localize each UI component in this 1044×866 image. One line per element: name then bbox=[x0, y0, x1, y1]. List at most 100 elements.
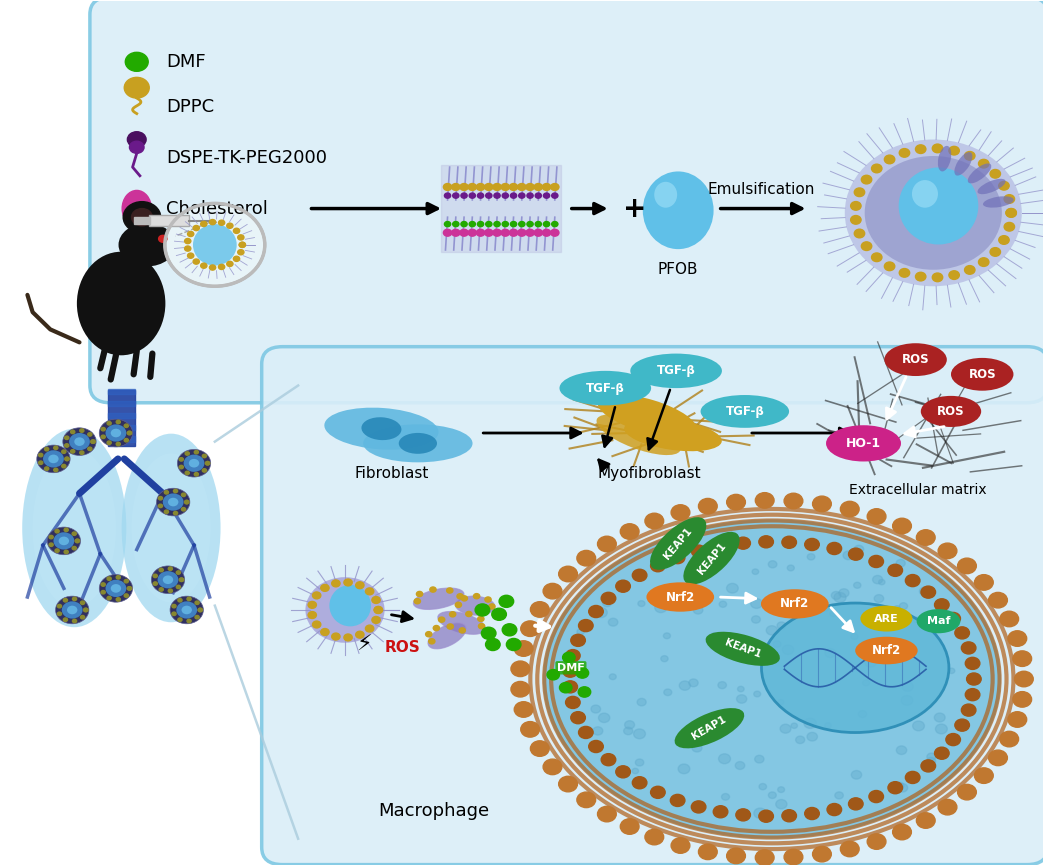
Circle shape bbox=[499, 595, 514, 607]
Text: Macrophage: Macrophage bbox=[378, 802, 489, 820]
Circle shape bbox=[372, 617, 380, 624]
Circle shape bbox=[494, 222, 500, 227]
Text: TGF-β: TGF-β bbox=[657, 365, 695, 378]
Circle shape bbox=[489, 604, 495, 609]
Circle shape bbox=[116, 598, 120, 601]
Circle shape bbox=[710, 633, 719, 640]
Circle shape bbox=[851, 216, 861, 224]
Circle shape bbox=[58, 537, 69, 546]
Circle shape bbox=[195, 601, 199, 604]
Circle shape bbox=[172, 604, 176, 608]
Circle shape bbox=[84, 608, 88, 611]
Circle shape bbox=[116, 576, 120, 579]
Circle shape bbox=[476, 229, 484, 236]
Circle shape bbox=[132, 209, 152, 226]
Circle shape bbox=[779, 593, 790, 604]
Circle shape bbox=[620, 524, 639, 540]
Circle shape bbox=[1006, 209, 1017, 217]
Circle shape bbox=[438, 617, 445, 623]
Circle shape bbox=[460, 184, 468, 191]
Circle shape bbox=[593, 727, 602, 735]
Circle shape bbox=[210, 219, 216, 224]
Ellipse shape bbox=[428, 623, 466, 649]
Circle shape bbox=[948, 668, 955, 674]
Circle shape bbox=[899, 603, 907, 610]
Circle shape bbox=[949, 271, 959, 280]
Circle shape bbox=[591, 705, 600, 713]
Circle shape bbox=[111, 584, 121, 592]
Circle shape bbox=[707, 723, 715, 730]
Circle shape bbox=[477, 193, 483, 198]
Circle shape bbox=[551, 193, 557, 198]
Circle shape bbox=[974, 575, 993, 591]
Circle shape bbox=[893, 518, 911, 533]
Circle shape bbox=[830, 611, 836, 617]
Ellipse shape bbox=[899, 167, 978, 244]
Circle shape bbox=[492, 608, 506, 620]
Circle shape bbox=[64, 618, 68, 622]
Circle shape bbox=[577, 551, 596, 566]
Circle shape bbox=[827, 804, 841, 816]
Circle shape bbox=[543, 584, 562, 599]
FancyBboxPatch shape bbox=[262, 346, 1044, 864]
Ellipse shape bbox=[860, 605, 912, 631]
Circle shape bbox=[227, 262, 233, 267]
Circle shape bbox=[177, 449, 211, 477]
Circle shape bbox=[884, 155, 895, 164]
Circle shape bbox=[105, 579, 126, 597]
Circle shape bbox=[203, 469, 207, 472]
Circle shape bbox=[506, 638, 521, 650]
Circle shape bbox=[45, 467, 49, 470]
Circle shape bbox=[356, 631, 364, 638]
Circle shape bbox=[365, 625, 374, 632]
Circle shape bbox=[812, 496, 831, 512]
Circle shape bbox=[521, 621, 540, 637]
Text: HO-1: HO-1 bbox=[846, 436, 881, 449]
Circle shape bbox=[849, 798, 863, 810]
Circle shape bbox=[544, 222, 550, 227]
Circle shape bbox=[203, 455, 207, 458]
Circle shape bbox=[159, 496, 163, 500]
Circle shape bbox=[308, 601, 316, 608]
Circle shape bbox=[180, 578, 184, 581]
Ellipse shape bbox=[968, 164, 992, 184]
Circle shape bbox=[840, 841, 859, 856]
Circle shape bbox=[835, 792, 844, 799]
Ellipse shape bbox=[655, 182, 678, 208]
Circle shape bbox=[589, 605, 603, 617]
Circle shape bbox=[168, 589, 172, 592]
Circle shape bbox=[872, 165, 882, 173]
Circle shape bbox=[766, 626, 778, 635]
Circle shape bbox=[727, 584, 738, 593]
Circle shape bbox=[429, 639, 435, 644]
Circle shape bbox=[978, 159, 989, 168]
Circle shape bbox=[650, 559, 665, 572]
Circle shape bbox=[939, 799, 957, 815]
Circle shape bbox=[713, 540, 728, 553]
Ellipse shape bbox=[954, 152, 972, 176]
Circle shape bbox=[920, 587, 929, 596]
Circle shape bbox=[638, 601, 645, 606]
Circle shape bbox=[71, 449, 75, 453]
Circle shape bbox=[452, 229, 460, 236]
Circle shape bbox=[159, 236, 167, 242]
Circle shape bbox=[417, 591, 423, 597]
Circle shape bbox=[536, 193, 542, 198]
Circle shape bbox=[957, 785, 976, 800]
Bar bbox=[134, 217, 150, 224]
Circle shape bbox=[84, 608, 88, 611]
Circle shape bbox=[75, 540, 79, 543]
Circle shape bbox=[124, 77, 149, 98]
Text: Nrf2: Nrf2 bbox=[872, 644, 901, 657]
Circle shape bbox=[778, 700, 784, 705]
Bar bbox=[149, 216, 189, 226]
Ellipse shape bbox=[917, 609, 960, 633]
Circle shape bbox=[601, 592, 616, 604]
Circle shape bbox=[905, 574, 920, 586]
Circle shape bbox=[896, 654, 903, 661]
Circle shape bbox=[576, 668, 589, 678]
Circle shape bbox=[176, 601, 197, 618]
Circle shape bbox=[172, 612, 176, 616]
Circle shape bbox=[577, 714, 584, 720]
Circle shape bbox=[227, 223, 233, 229]
